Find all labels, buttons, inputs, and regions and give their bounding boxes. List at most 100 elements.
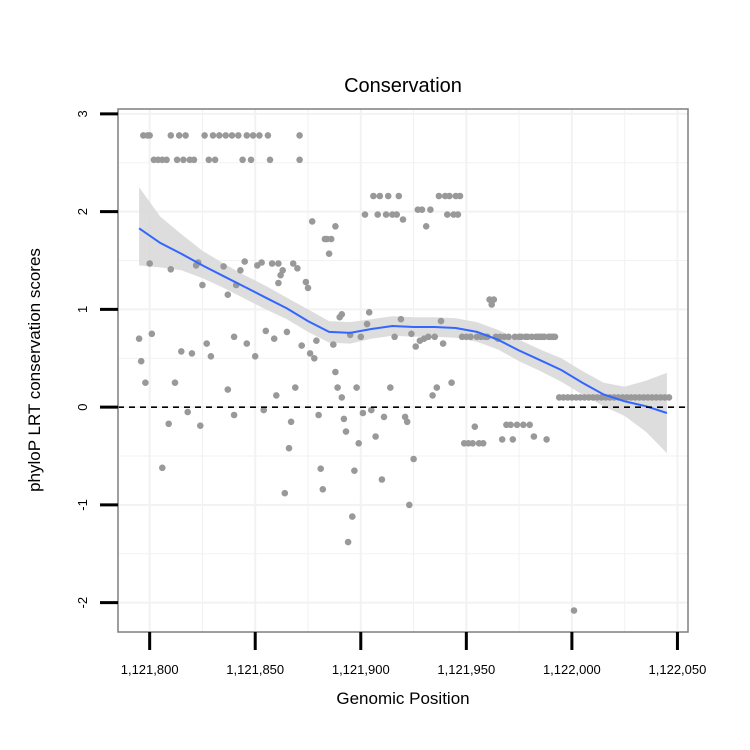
data-point <box>406 501 413 509</box>
data-point <box>513 421 521 429</box>
data-point <box>167 266 175 273</box>
data-point <box>530 433 538 440</box>
data-point <box>302 278 310 286</box>
data-point <box>338 311 346 318</box>
data-point <box>205 156 213 164</box>
y-tick-label: 2 <box>75 208 90 215</box>
y-tick-label: 1 <box>75 306 90 313</box>
data-point <box>368 406 375 414</box>
data-point <box>178 348 185 355</box>
data-point <box>220 263 227 270</box>
data-point <box>355 440 363 447</box>
data-point <box>180 156 187 164</box>
data-point <box>262 327 270 335</box>
y-tick-label: 3 <box>75 110 90 117</box>
data-point <box>353 384 360 391</box>
y-tick-label: -2 <box>75 597 90 609</box>
data-point <box>665 394 673 401</box>
data-point <box>311 355 318 362</box>
data-point <box>251 353 259 360</box>
data-point <box>207 353 215 360</box>
data-point <box>188 350 196 357</box>
data-point <box>325 250 333 257</box>
data-point <box>349 513 356 520</box>
data-point <box>292 384 299 391</box>
data-point <box>184 408 191 416</box>
y-axis: -2 -1 0 1 2 3 <box>75 110 118 608</box>
data-point <box>332 368 339 376</box>
data-point <box>209 132 217 139</box>
data-point <box>469 440 477 447</box>
data-point <box>446 192 453 200</box>
data-point <box>281 489 289 497</box>
data-point <box>146 260 153 267</box>
data-point <box>359 409 367 417</box>
x-axis: 1,121,800 1,121,850 1,121,900 1,121,950 1,12… <box>121 632 707 677</box>
data-point <box>505 333 512 341</box>
data-point <box>520 421 527 429</box>
data-point <box>444 211 451 218</box>
data-point <box>249 132 257 139</box>
x-tick-label: 1,121,900 <box>332 662 390 677</box>
x-tick-label: 1,121,950 <box>437 662 495 677</box>
data-point <box>498 436 506 443</box>
data-point <box>384 192 392 200</box>
data-point <box>235 132 242 139</box>
data-point <box>308 218 316 225</box>
data-point <box>330 341 337 348</box>
data-point <box>334 384 341 391</box>
x-tick-label: 1,121,850 <box>226 662 284 677</box>
data-point <box>410 455 417 463</box>
data-point <box>376 192 384 200</box>
data-point <box>237 267 244 274</box>
data-point <box>425 333 432 341</box>
data-point <box>211 156 219 164</box>
data-point <box>294 265 301 272</box>
data-point <box>173 156 181 164</box>
data-point <box>190 156 198 164</box>
data-point <box>422 223 430 230</box>
data-point <box>433 384 441 391</box>
data-point <box>289 260 297 267</box>
data-point <box>279 267 287 274</box>
data-point <box>239 156 246 164</box>
chart-title: Conservation <box>344 75 462 97</box>
data-point <box>412 343 420 350</box>
data-point <box>507 421 514 429</box>
x-tick-label: 1,122,050 <box>649 662 707 677</box>
x-tick-label: 1,121,800 <box>121 662 179 677</box>
data-point <box>199 281 206 289</box>
data-point <box>403 418 411 426</box>
data-point <box>427 206 434 213</box>
data-point <box>287 418 295 426</box>
data-point <box>387 384 394 391</box>
data-point <box>370 192 377 200</box>
data-point <box>551 333 559 341</box>
data-point <box>135 335 143 343</box>
data-point <box>285 444 293 452</box>
data-point <box>175 132 183 139</box>
data-point <box>165 420 172 428</box>
data-point <box>241 258 248 265</box>
data-point <box>243 132 251 139</box>
data-point <box>408 330 415 338</box>
data-point <box>163 156 170 164</box>
data-point <box>332 223 339 230</box>
data-point <box>351 467 358 475</box>
data-point <box>361 211 369 218</box>
data-point <box>266 156 274 164</box>
data-point <box>296 156 303 164</box>
data-point <box>437 317 445 325</box>
data-point <box>197 422 204 430</box>
data-point <box>304 284 312 292</box>
data-point <box>258 259 265 266</box>
data-point <box>340 415 348 423</box>
data-point <box>393 211 401 218</box>
data-point <box>319 486 327 493</box>
data-point <box>454 211 462 218</box>
data-point <box>296 132 303 139</box>
data-point <box>298 342 306 349</box>
data-point <box>275 279 282 287</box>
smooth-line <box>138 227 668 414</box>
